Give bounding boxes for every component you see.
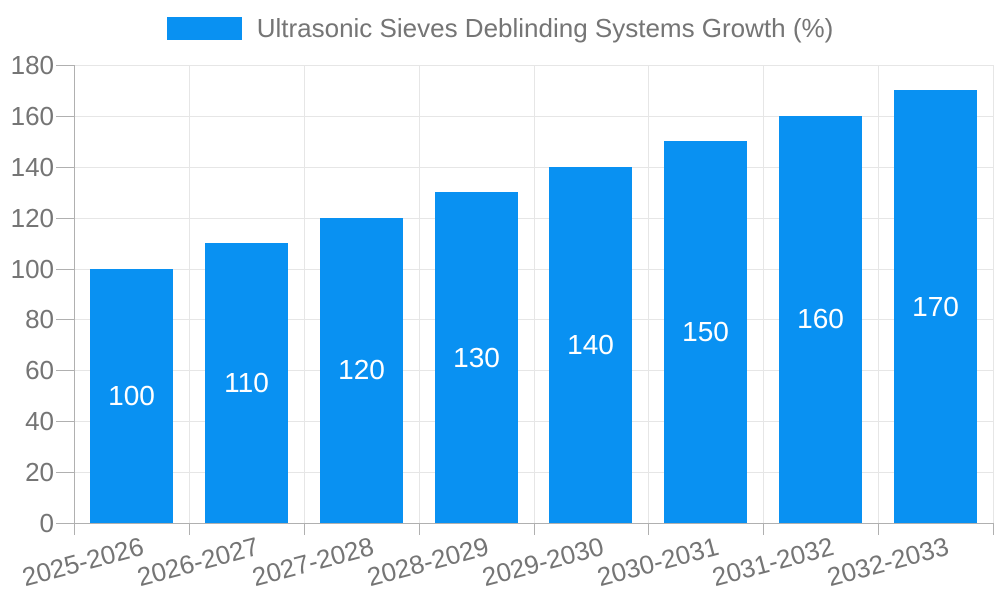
y-axis-tick	[56, 472, 74, 473]
y-axis-tick-label: 80	[25, 304, 54, 334]
y-axis-tick	[56, 167, 74, 168]
y-gridline	[74, 65, 993, 66]
bar-value-label: 130	[453, 342, 500, 373]
y-axis-tick	[56, 116, 74, 117]
bar[interactable]	[205, 243, 288, 523]
legend[interactable]: Ultrasonic Sieves Deblinding Systems Gro…	[0, 13, 1000, 44]
x-axis-tick	[189, 524, 190, 535]
x-gridline	[534, 65, 535, 523]
x-gridline	[419, 65, 420, 523]
y-gridline	[74, 269, 993, 270]
bar[interactable]	[894, 90, 977, 523]
y-gridline	[74, 218, 993, 219]
y-gridline	[74, 370, 993, 371]
y-axis-tick	[56, 218, 74, 219]
bar-value-label: 170	[912, 291, 959, 322]
bar[interactable]	[549, 167, 632, 523]
y-axis-tick-label: 120	[10, 203, 54, 233]
x-gridline	[189, 65, 190, 523]
y-axis-tick	[56, 319, 74, 320]
bar-value-label: 160	[797, 303, 844, 334]
x-axis-tick	[304, 524, 305, 535]
x-gridline	[648, 65, 649, 523]
x-axis-tick	[534, 524, 535, 535]
y-axis-tick-label: 100	[10, 254, 54, 284]
bar[interactable]	[90, 269, 173, 523]
y-axis-tick	[56, 269, 74, 270]
y-axis-tick-label: 140	[10, 152, 54, 182]
y-gridline	[74, 116, 993, 117]
y-axis-tick-label: 0	[39, 508, 54, 538]
y-gridline	[74, 421, 993, 422]
legend-swatch-icon	[166, 17, 242, 40]
y-gridline	[74, 472, 993, 473]
x-axis-tick	[74, 524, 75, 535]
x-gridline	[304, 65, 305, 523]
x-axis-tick	[763, 524, 764, 535]
bar[interactable]	[435, 192, 518, 523]
y-axis-tick-label: 180	[10, 50, 54, 80]
legend-label: Ultrasonic Sieves Deblinding Systems Gro…	[256, 13, 834, 43]
x-axis-line	[74, 523, 994, 524]
y-axis-tick	[56, 421, 74, 422]
x-gridline	[878, 65, 879, 523]
bar[interactable]	[664, 141, 747, 523]
y-axis-tick-label: 20	[25, 457, 54, 487]
y-gridline	[74, 167, 993, 168]
bar[interactable]	[320, 218, 403, 523]
bar-value-label: 140	[567, 329, 614, 360]
y-axis-line	[74, 65, 75, 523]
y-axis-tick-label: 60	[25, 355, 54, 385]
x-axis-tick	[993, 524, 994, 535]
x-gridline	[763, 65, 764, 523]
bar-value-label: 150	[682, 316, 729, 347]
y-gridline	[74, 319, 993, 320]
y-axis-tick	[56, 523, 74, 524]
x-axis-tick	[419, 524, 420, 535]
x-gridline	[993, 65, 994, 523]
y-axis-tick	[56, 370, 74, 371]
y-axis-tick-label: 160	[10, 101, 54, 131]
y-axis-tick	[56, 65, 74, 66]
bar-value-label: 100	[108, 380, 155, 411]
bar-value-label: 120	[338, 354, 385, 385]
bar[interactable]	[779, 116, 862, 523]
bar-value-label: 110	[224, 367, 269, 398]
x-axis-tick	[878, 524, 879, 535]
x-axis-tick	[648, 524, 649, 535]
y-axis-tick-label: 40	[25, 406, 54, 436]
